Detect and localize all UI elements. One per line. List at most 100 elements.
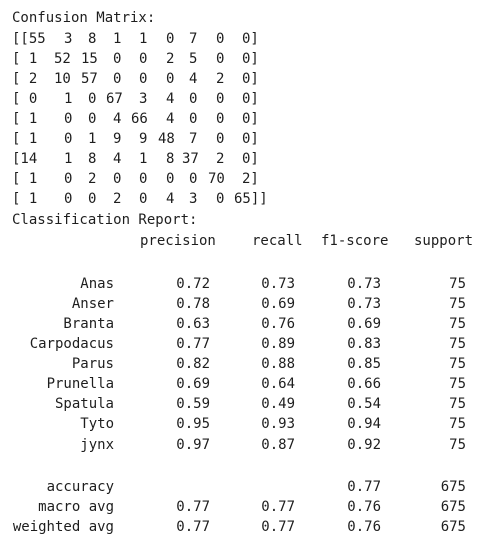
matrix-cell: [[55 xyxy=(12,31,46,47)
precision-value xyxy=(170,477,210,497)
support-value: 75 xyxy=(449,356,466,372)
report-header: precision recall f1-score support xyxy=(0,231,484,251)
f1-value: 0.76 xyxy=(347,519,381,535)
class-row: Tyto 0.95 0.93 0.94 75 xyxy=(0,414,484,434)
matrix-cell: 67 xyxy=(106,91,123,107)
recall-header: recall xyxy=(252,233,303,249)
class-label: Anas xyxy=(80,276,114,292)
recall-value: 0.77 xyxy=(261,499,295,515)
f1-value: 0.77 xyxy=(347,479,381,495)
summary-row-accuracy: accuracy 0.77 675 xyxy=(0,477,484,497)
precision-value: 0.97 xyxy=(176,437,210,453)
matrix-cell: 0] xyxy=(242,31,259,47)
class-label: Parus xyxy=(71,356,114,372)
recall-value: 0.89 xyxy=(261,336,295,352)
f1-value: 0.92 xyxy=(347,437,381,453)
matrix-cell: 9 xyxy=(113,131,122,147)
class-row: Anas 0.72 0.73 0.73 75 xyxy=(0,274,484,294)
class-label: Tyto xyxy=(80,416,114,432)
matrix-cell: 0 xyxy=(113,51,122,67)
matrix-cell: 48 xyxy=(158,131,175,147)
recall-value: 0.93 xyxy=(261,416,295,432)
recall-value: 0.87 xyxy=(261,437,295,453)
support-value: 675 xyxy=(440,499,466,515)
matrix-cell: 0] xyxy=(242,71,259,87)
precision-value: 0.78 xyxy=(176,296,210,312)
precision-value: 0.69 xyxy=(176,376,210,392)
summary-row-macro-avg: macro avg 0.77 0.77 0.76 675 xyxy=(0,497,484,517)
classification-report-title: Classification Report: xyxy=(12,212,198,228)
matrix-cell: 0 xyxy=(139,171,148,187)
class-row: Spatula 0.59 0.49 0.54 75 xyxy=(0,394,484,414)
matrix-cell: 66 xyxy=(131,111,148,127)
matrix-cell: 1 xyxy=(64,151,73,167)
matrix-cell: [14 xyxy=(12,151,38,167)
matrix-cell: 10 xyxy=(54,71,71,87)
summary-row-weighted-avg: weighted avg 0.77 0.77 0.76 675 xyxy=(0,517,484,537)
f1-value: 0.83 xyxy=(347,336,381,352)
matrix-cell: 4 xyxy=(113,151,122,167)
class-row: Branta 0.63 0.76 0.69 75 xyxy=(0,314,484,334)
support-value: 75 xyxy=(449,416,466,432)
support-value: 75 xyxy=(449,276,466,292)
matrix-cell: [ 1 xyxy=(12,171,38,187)
matrix-cell: 4 xyxy=(166,191,175,207)
matrix-cell: 0 xyxy=(64,171,73,187)
recall-value xyxy=(255,477,295,497)
support-value: 75 xyxy=(449,376,466,392)
recall-value: 0.88 xyxy=(261,356,295,372)
class-label: jynx xyxy=(80,437,114,453)
f1-value: 0.66 xyxy=(347,376,381,392)
matrix-cell: 7 xyxy=(189,131,198,147)
precision-value: 0.59 xyxy=(176,396,210,412)
support-value: 75 xyxy=(449,396,466,412)
matrix-cell: 3 xyxy=(139,91,148,107)
matrix-cell: 1 xyxy=(139,31,148,47)
support-value: 675 xyxy=(440,519,466,535)
confusion-matrix-title: Confusion Matrix: xyxy=(12,10,156,26)
matrix-cell: 3 xyxy=(64,31,73,47)
matrix-cell: 5 xyxy=(189,51,198,67)
precision-header: precision xyxy=(140,233,216,249)
matrix-cell: 0 xyxy=(88,191,97,207)
support-value: 675 xyxy=(440,479,466,495)
matrix-cell: 0 xyxy=(139,71,148,87)
matrix-cell: 1 xyxy=(113,31,122,47)
precision-value: 0.77 xyxy=(176,336,210,352)
matrix-cell: 9 xyxy=(139,131,148,147)
precision-value: 0.77 xyxy=(176,499,210,515)
class-label: Prunella xyxy=(46,376,114,392)
class-row: Parus 0.82 0.88 0.85 75 xyxy=(0,354,484,374)
matrix-cell: 2 xyxy=(113,191,122,207)
matrix-cell: 0] xyxy=(242,151,259,167)
matrix-cell: 0 xyxy=(113,171,122,187)
matrix-cell: 2 xyxy=(88,171,97,187)
class-label: Branta xyxy=(63,316,114,332)
matrix-cell: 0 xyxy=(166,171,175,187)
f1-value: 0.73 xyxy=(347,296,381,312)
matrix-cell: [ 1 xyxy=(12,191,38,207)
matrix-cell: 0 xyxy=(216,131,225,147)
matrix-cell: 2] xyxy=(242,171,259,187)
f1-score-header: f1-score xyxy=(321,233,389,249)
f1-value: 0.85 xyxy=(347,356,381,372)
matrix-cell: 7 xyxy=(189,31,198,47)
matrix-cell: 4 xyxy=(189,71,198,87)
summary-label: weighted avg xyxy=(12,519,114,535)
class-label: Anser xyxy=(71,296,114,312)
matrix-cell: 52 xyxy=(54,51,71,67)
matrix-cell: 37 xyxy=(182,151,199,167)
f1-value: 0.76 xyxy=(347,499,381,515)
class-row: Prunella 0.69 0.64 0.66 75 xyxy=(0,374,484,394)
matrix-cell: 15 xyxy=(81,51,98,67)
matrix-cell: 0 xyxy=(216,191,225,207)
f1-value: 0.54 xyxy=(347,396,381,412)
f1-value: 0.94 xyxy=(347,416,381,432)
matrix-cell: 8 xyxy=(88,151,97,167)
matrix-cell: 0 xyxy=(166,71,175,87)
matrix-cell: 0 xyxy=(216,31,225,47)
precision-value: 0.77 xyxy=(176,519,210,535)
matrix-cell: 0 xyxy=(88,111,97,127)
matrix-cell: [ 1 xyxy=(12,51,38,67)
summary-label: macro avg xyxy=(38,499,114,515)
